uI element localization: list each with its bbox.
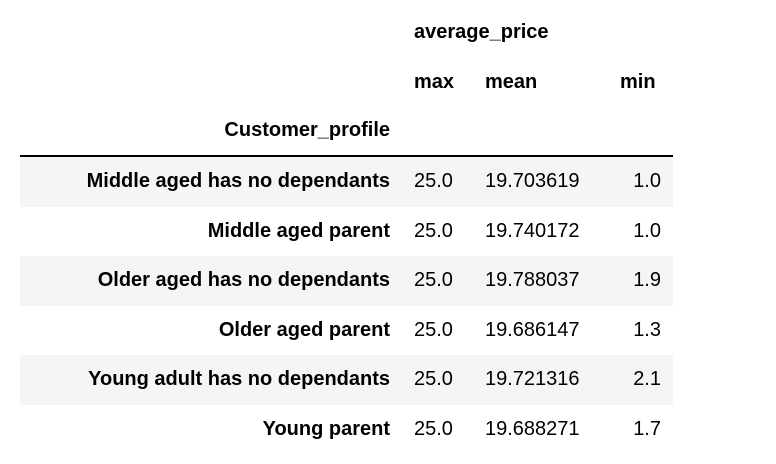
cell-min: 1.7 (633, 417, 661, 440)
row-label: Middle aged parent (207, 219, 390, 242)
cell-max: 25.0 (414, 170, 453, 192)
table-row: Middle aged has no dependants 25.0 19.70… (20, 157, 673, 207)
table-row: Young adult has no dependants 25.0 19.72… (20, 355, 673, 405)
table-row: Older aged has no dependants 25.0 19.788… (20, 256, 673, 306)
table-row: Older aged parent 25.0 19.686147 1.3 (20, 306, 673, 356)
column-header-max: max (414, 71, 455, 93)
table-row: Young parent 25.0 19.688271 1.7 (20, 405, 673, 455)
cell-max: 25.0 (414, 368, 453, 391)
cell-mean: 19.788037 (485, 269, 580, 292)
cell-max: 25.0 (414, 417, 453, 440)
index-name-header: Customer_profile (224, 119, 390, 141)
cell-mean: 19.703619 (485, 170, 580, 192)
cell-min: 1.9 (633, 269, 661, 292)
cell-max: 25.0 (414, 269, 453, 292)
cell-mean: 19.686147 (485, 318, 580, 341)
cell-max: 25.0 (414, 318, 453, 341)
column-header-mean: mean (485, 71, 538, 93)
cell-min: 2.1 (633, 368, 661, 391)
row-label: Young adult has no dependants (88, 368, 390, 391)
row-label: Middle aged has no dependants (86, 170, 390, 192)
column-header-min: min (620, 71, 656, 93)
cell-mean: 19.721316 (485, 368, 580, 391)
row-label: Older aged parent (218, 318, 390, 341)
cell-max: 25.0 (414, 219, 453, 242)
table-row: Middle aged parent 25.0 19.740172 1.0 (20, 207, 673, 257)
cell-mean: 19.740172 (485, 219, 580, 242)
cell-min: 1.0 (633, 219, 661, 242)
row-label: Older aged has no dependants (97, 269, 390, 292)
header-divider (20, 155, 673, 157)
table-body: Middle aged has no dependants 25.0 19.70… (20, 157, 673, 455)
column-group-header: average_price (414, 21, 549, 43)
cell-min: 1.3 (633, 318, 661, 341)
cell-mean: 19.688271 (485, 417, 580, 440)
cell-min: 1.0 (633, 170, 661, 192)
row-label: Young parent (262, 417, 390, 440)
